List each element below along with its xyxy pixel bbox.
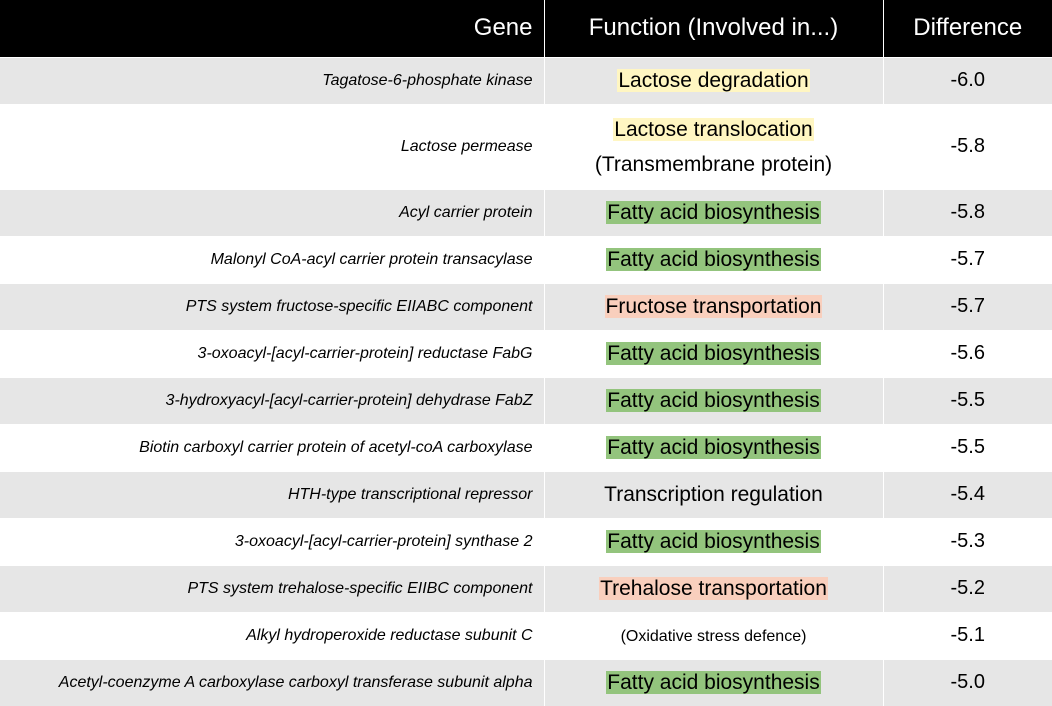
function-cell: Lactose degradation bbox=[543, 56, 883, 104]
table-row: 3-oxoacyl-[acyl-carrier-protein] reducta… bbox=[0, 329, 1052, 377]
function-label: (Oxidative stress defence) bbox=[620, 628, 807, 645]
function-label: Fatty acid biosynthesis bbox=[606, 389, 821, 412]
difference-cell: -5.8 bbox=[882, 103, 1052, 189]
table-row: Tagatose-6-phosphate kinase Lactose degr… bbox=[0, 56, 1052, 104]
column-header-function: Function (Involved in...) bbox=[543, 0, 883, 57]
table-row: 3-hydroxyacyl-[acyl-carrier-protein] deh… bbox=[0, 376, 1052, 424]
table-row: PTS system fructose-specific EIIABC comp… bbox=[0, 282, 1052, 330]
table-row: Malonyl CoA-acyl carrier protein transac… bbox=[0, 235, 1052, 283]
function-label: Lactose degradation bbox=[617, 69, 810, 92]
function-label: Trehalose transportation bbox=[599, 577, 828, 600]
function-sublabel: (Transmembrane protein) bbox=[594, 152, 833, 176]
function-label: Fatty acid biosynthesis bbox=[606, 671, 821, 695]
function-cell: Fatty acid biosynthesis bbox=[543, 329, 883, 377]
difference-cell: -5.8 bbox=[882, 188, 1052, 236]
function-cell: Fatty acid biosynthesis bbox=[543, 423, 883, 471]
function-cell: Trehalose transportation bbox=[543, 564, 883, 612]
function-label: Fatty acid biosynthesis bbox=[606, 530, 821, 553]
column-header-difference: Difference bbox=[882, 0, 1052, 57]
function-label: Fatty acid biosynthesis bbox=[606, 342, 821, 365]
function-label: Lactose translocation bbox=[613, 117, 814, 141]
gene-cell: 3-oxoacyl-[acyl-carrier-protein] synthas… bbox=[0, 517, 544, 565]
function-cell: Fatty acid biosynthesis bbox=[543, 517, 883, 565]
difference-cell: -5.3 bbox=[882, 517, 1052, 565]
gene-cell: Lactose permease bbox=[0, 103, 544, 189]
function-cell: Lactose translocation (Transmembrane pro… bbox=[543, 103, 883, 189]
difference-cell: -6.0 bbox=[882, 56, 1052, 104]
gene-cell: PTS system trehalose-specific EIIBC comp… bbox=[0, 564, 544, 612]
difference-cell: -5.2 bbox=[882, 564, 1052, 612]
table-row: Alkyl hydroperoxide reductase subunit C … bbox=[0, 611, 1052, 659]
table-row: PTS system trehalose-specific EIIBC comp… bbox=[0, 564, 1052, 612]
function-cell: Fatty acid biosynthesis bbox=[543, 376, 883, 424]
function-label: Fructose transportation bbox=[604, 295, 823, 318]
difference-cell: -5.1 bbox=[882, 611, 1052, 659]
table-row: 3-oxoacyl-[acyl-carrier-protein] synthas… bbox=[0, 517, 1052, 565]
difference-cell: -5.5 bbox=[882, 376, 1052, 424]
table-row: Lactose permease Lactose translocation (… bbox=[0, 103, 1052, 189]
gene-cell: Malonyl CoA-acyl carrier protein transac… bbox=[0, 235, 544, 283]
function-cell: Fatty acid biosynthesis bbox=[543, 658, 883, 706]
difference-cell: -5.4 bbox=[882, 470, 1052, 518]
function-label: Transcription regulation bbox=[604, 483, 823, 506]
table-row: HTH-type transcriptional repressor Trans… bbox=[0, 470, 1052, 518]
gene-cell: Tagatose-6-phosphate kinase bbox=[0, 56, 544, 104]
gene-cell: PTS system fructose-specific EIIABC comp… bbox=[0, 282, 544, 330]
gene-cell: HTH-type transcriptional repressor bbox=[0, 470, 544, 518]
gene-cell: Biotin carboxyl carrier protein of acety… bbox=[0, 423, 544, 471]
difference-cell: -5.7 bbox=[882, 282, 1052, 330]
table-row: Biotin carboxyl carrier protein of acety… bbox=[0, 423, 1052, 471]
gene-cell: Acetyl-coenzyme A carboxylase carboxyl t… bbox=[0, 658, 544, 706]
difference-cell: -5.0 bbox=[882, 658, 1052, 706]
difference-cell: -5.5 bbox=[882, 423, 1052, 471]
function-label: Fatty acid biosynthesis bbox=[606, 436, 821, 459]
column-header-gene: Gene bbox=[473, 14, 533, 42]
difference-cell: -5.7 bbox=[882, 235, 1052, 283]
gene-cell: 3-hydroxyacyl-[acyl-carrier-protein] deh… bbox=[0, 376, 544, 424]
table-row: Acetyl-coenzyme A carboxylase carboxyl t… bbox=[0, 658, 1052, 706]
function-cell: Fatty acid biosynthesis bbox=[543, 235, 883, 283]
difference-cell: -5.6 bbox=[882, 329, 1052, 377]
function-label: Fatty acid biosynthesis bbox=[606, 248, 821, 271]
function-cell: Fructose transportation bbox=[543, 282, 883, 330]
gene-cell: Acyl carrier protein bbox=[0, 188, 544, 236]
function-label: Fatty acid biosynthesis bbox=[606, 201, 821, 224]
function-cell: Fatty acid biosynthesis bbox=[543, 188, 883, 236]
function-cell: (Oxidative stress defence) bbox=[543, 611, 883, 659]
gene-cell: Alkyl hydroperoxide reductase subunit C bbox=[0, 611, 544, 659]
table-header-row: Gene Function (Involved in...) Differenc… bbox=[0, 0, 1052, 57]
gene-cell: 3-oxoacyl-[acyl-carrier-protein] reducta… bbox=[0, 329, 544, 377]
table-row: Acyl carrier protein Fatty acid biosynth… bbox=[0, 188, 1052, 236]
function-cell: Transcription regulation bbox=[543, 470, 883, 518]
